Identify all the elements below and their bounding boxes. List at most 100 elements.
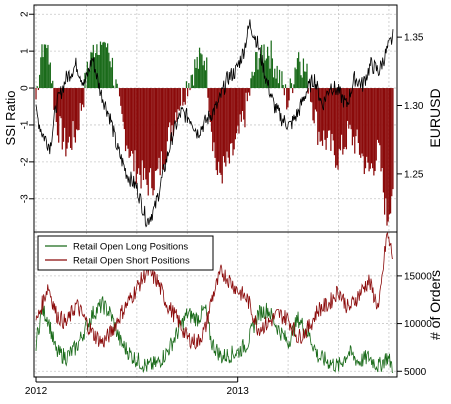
ssi-bar: [97, 54, 99, 89]
ssi-bar: [44, 44, 47, 89]
ssi-bar: [243, 88, 245, 120]
ssi-bar: [348, 88, 350, 129]
ssi-bar: [124, 88, 127, 152]
ssi-bar: [66, 88, 68, 149]
ssi-bar: [134, 88, 136, 151]
ssi-bar: [55, 88, 57, 123]
ssi-bar: [325, 88, 327, 150]
ssi-bar: [238, 88, 240, 134]
ssi-bar: [152, 88, 154, 196]
ssi-bar: [170, 88, 172, 142]
ssi-bar: [283, 88, 285, 96]
ssi-bar: [190, 75, 192, 89]
ssi-bar: [151, 88, 153, 189]
ssi-bar: [375, 88, 377, 161]
ssi-bar: [252, 75, 254, 89]
right-tick-label: 1.25: [404, 169, 424, 180]
left-tick-label: 0: [20, 85, 31, 91]
ssi-bar: [61, 88, 63, 150]
ssi-bar: [305, 71, 307, 89]
ssi-bar: [265, 58, 268, 89]
ssi-bar: [234, 88, 237, 140]
ssi-bar: [341, 88, 343, 135]
ssi-bar: [298, 52, 300, 89]
right-tick-label: 10000: [404, 319, 432, 330]
ssi-bar: [202, 65, 204, 89]
right-tick-label: 1.35: [404, 33, 424, 44]
ssi-bar: [194, 59, 196, 89]
ssi-bar: [195, 67, 197, 89]
ssi-bar: [296, 58, 299, 89]
ssi-bar: [79, 88, 81, 104]
ssi-bar: [302, 58, 305, 89]
ssi-bar: [372, 88, 374, 169]
ssi-bar: [73, 88, 75, 138]
ssi-bar: [364, 88, 367, 169]
ssi-bar: [142, 88, 145, 181]
ssi-bar: [332, 88, 334, 141]
ssi-bar: [250, 78, 252, 89]
ssi-bar: [40, 57, 42, 89]
ssi-bar: [130, 88, 133, 151]
ssi-bar: [293, 84, 295, 89]
ssi-bar: [331, 88, 333, 134]
ssi-bar: [155, 88, 158, 171]
ssi-bar: [317, 88, 319, 145]
ssi-bar: [330, 88, 332, 151]
ssi-bar: [213, 88, 215, 143]
ssi-bar: [108, 52, 110, 89]
ssi-bar: [277, 83, 279, 89]
ssi-bar: [101, 44, 103, 89]
ssi-bar: [104, 42, 106, 89]
ssi-bar: [105, 47, 108, 89]
ssi-bar: [360, 88, 362, 158]
ssi-bar: [46, 48, 48, 89]
ssi-bar: [352, 88, 355, 137]
ssi-bar: [87, 69, 90, 89]
ssi-bar: [289, 78, 291, 89]
ssi-bar: [175, 88, 177, 113]
ssi-bar: [224, 88, 226, 163]
ssi-bar: [188, 83, 190, 89]
ssi-bar: [235, 88, 238, 134]
ssi-bar: [389, 88, 392, 214]
ssi-bar: [343, 88, 345, 149]
ssi-bar: [358, 88, 361, 155]
left-tick-label: 2: [20, 11, 31, 17]
ssi-bar: [388, 88, 391, 215]
ssi-bar: [196, 56, 198, 89]
ssi-bar: [226, 88, 228, 152]
ssi-bar: [160, 88, 162, 152]
ssi-bar: [129, 88, 131, 157]
ssi-bar: [237, 88, 239, 126]
ssi-bar: [204, 70, 207, 89]
ssi-bar: [198, 47, 201, 89]
ssi-bar: [177, 88, 179, 110]
ssi-bar: [91, 52, 93, 89]
ssi-bar: [255, 52, 257, 89]
ssi-bar: [200, 53, 202, 89]
right-axis-ticks-top: 1.35 1.30 1.25: [397, 33, 424, 180]
ssi-bar: [147, 88, 149, 196]
ssi-bar: [139, 88, 141, 175]
ssi-bar: [138, 88, 140, 169]
ssi-bar: [249, 88, 251, 96]
ssi-bar: [148, 88, 151, 173]
ssi-bar: [77, 88, 79, 131]
ssi-bar: [275, 78, 277, 89]
ssi-bar: [122, 88, 124, 122]
ssi-bar: [133, 88, 135, 172]
ssi-bar: [64, 88, 66, 128]
ssi-bar: [335, 88, 337, 168]
ssi-bar: [98, 55, 100, 89]
ssi-bar: [144, 88, 146, 169]
bottom-panel-grid: [34, 232, 397, 377]
ssi-bar: [71, 88, 73, 150]
ssi-bar: [244, 88, 246, 128]
ssi-bar: [126, 88, 128, 146]
orders-lines: [35, 231, 394, 374]
ssi-bar: [141, 88, 143, 161]
ssi-bar: [214, 88, 216, 158]
ssi-bar: [227, 88, 229, 158]
ssi-bar: [159, 88, 161, 176]
